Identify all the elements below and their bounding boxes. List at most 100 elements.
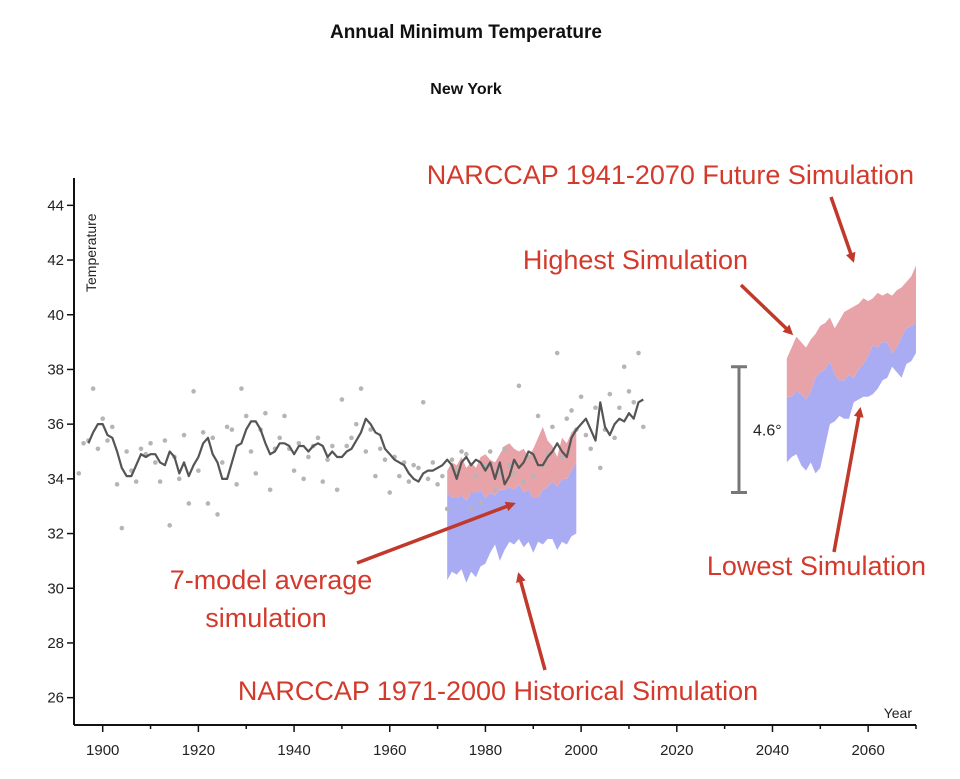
data-point [397, 473, 402, 479]
x-tick-label: 1980 [469, 742, 502, 759]
data-point [368, 427, 373, 432]
data-point [636, 350, 641, 356]
data-point [76, 471, 82, 476]
data-point [210, 435, 216, 441]
data-point [459, 449, 464, 454]
data-point [554, 350, 560, 356]
data-point [588, 446, 593, 452]
data-point [162, 438, 168, 443]
data-point [463, 451, 469, 457]
arrow-highest-simulation [739, 283, 794, 336]
data-point [578, 394, 584, 400]
y-axis-label: Temperature [83, 213, 99, 292]
data-point [196, 468, 201, 473]
data-point [430, 460, 436, 465]
data-point [373, 473, 378, 479]
data-point [416, 465, 421, 471]
data-point [377, 446, 383, 452]
data-point [315, 435, 321, 441]
y-tick-label: 44 [47, 197, 64, 214]
data-point [521, 479, 527, 484]
data-point [511, 471, 517, 476]
data-point [411, 462, 416, 468]
data-point [267, 487, 273, 493]
x-tick-label: 2040 [756, 742, 789, 759]
data-point [334, 487, 340, 493]
data-point [306, 454, 311, 460]
x-tick-label: 1940 [277, 742, 310, 759]
data-point [109, 424, 115, 430]
data-point [263, 410, 268, 416]
range-bar-label: 4.6° [753, 423, 782, 440]
data-point [597, 465, 603, 471]
axes [73, 178, 916, 726]
data-point [157, 479, 163, 484]
data-point [492, 487, 498, 493]
y-tick-label: 34 [47, 471, 64, 488]
data-point [478, 501, 483, 506]
y-tick-label: 40 [47, 307, 64, 324]
data-point [607, 391, 613, 397]
y-tick-label: 36 [47, 416, 64, 433]
data-point [296, 440, 302, 446]
data-point [612, 435, 617, 441]
observed-line [87, 398, 644, 486]
data-point [535, 413, 541, 419]
data-point [631, 399, 637, 405]
x-tick-label: 1900 [86, 742, 119, 759]
data-point [468, 506, 474, 512]
data-point [440, 473, 445, 479]
data-point [363, 449, 369, 454]
x-tick-label: 2000 [564, 742, 597, 759]
future-low-band [786, 323, 916, 474]
annotation-highest-simulation: Highest Simulation [523, 245, 748, 275]
data-point [420, 399, 426, 405]
data-point [358, 386, 364, 391]
data-point [243, 413, 249, 419]
data-point [487, 449, 493, 454]
y-tick-label: 38 [47, 361, 64, 378]
data-point [291, 468, 297, 473]
arrow-model-average [356, 501, 516, 565]
data-point [176, 476, 182, 482]
data-point [253, 471, 259, 476]
data-point [444, 506, 450, 512]
historical-high-band [447, 426, 577, 501]
data-point [205, 501, 211, 506]
y-tick-label: 30 [47, 580, 64, 597]
data-point [507, 462, 512, 468]
data-point [593, 405, 598, 411]
annotation-lowest-simulation: Lowest Simulation [707, 551, 926, 581]
data-point [248, 449, 254, 454]
data-point [105, 438, 110, 443]
data-point [215, 512, 220, 517]
data-point [229, 427, 235, 432]
annotation-historical-simulation: NARCCAP 1971-2000 Historical Simulation [238, 676, 758, 706]
data-point [502, 446, 507, 452]
simulation-bands [447, 265, 916, 583]
data-point [100, 416, 106, 421]
data-point [95, 446, 101, 452]
chart-title: Annual Minimum Temperature [330, 22, 602, 43]
x-axis-label: Year [884, 705, 913, 721]
data-point [224, 424, 230, 430]
chart-subtitle: New York [430, 81, 502, 98]
x-ticks: 1900 1920 1940 1960 1980 2000 2020 2040 2060 [86, 725, 917, 759]
data-point [569, 408, 574, 413]
data-point [387, 490, 393, 495]
future-high-band [786, 265, 916, 400]
arrow-historical-simulation [516, 572, 547, 671]
data-point [473, 473, 479, 479]
observed-line-group [87, 398, 644, 486]
y-tick-label: 32 [47, 526, 64, 543]
data-point [583, 432, 589, 438]
data-point [353, 421, 359, 427]
data-point [200, 430, 206, 435]
historical-low-band [447, 462, 577, 583]
arrow-future-simulation [829, 196, 856, 263]
data-point [641, 424, 646, 430]
data-point [530, 473, 536, 479]
annotation-model-average-line2: simulation [205, 603, 327, 633]
annotation-model-average-line1: 7-model average [170, 565, 373, 595]
